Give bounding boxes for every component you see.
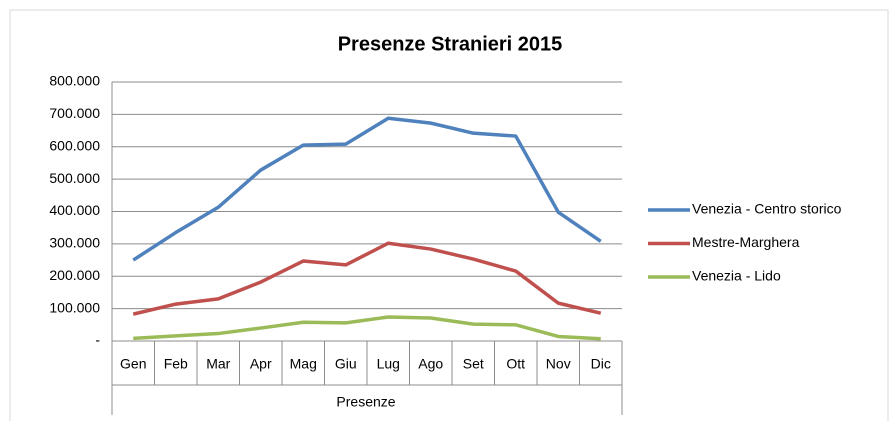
chart-frame <box>9 9 889 421</box>
y-tick-label: - <box>95 332 100 348</box>
y-tick-label: 100.000 <box>49 299 100 315</box>
y-tick-label: 700.000 <box>49 105 100 121</box>
y-tick-label: 600.000 <box>49 137 100 153</box>
x-tick-label: Mar <box>206 356 230 372</box>
x-tick-label: Gen <box>120 356 146 372</box>
x-tick-label: Set <box>463 356 484 372</box>
x-tick-label: Giu <box>335 356 357 372</box>
series-line <box>132 116 602 262</box>
chart-title: Presenze Stranieri 2015 <box>338 33 563 55</box>
y-tick-label: 200.000 <box>49 267 100 283</box>
x-tick-label: Dic <box>591 356 611 372</box>
series-line <box>132 241 602 316</box>
x-tick-label: Mag <box>290 356 317 372</box>
legend-label: Venezia - Centro storico <box>692 201 842 217</box>
legend-label: Venezia - Lido <box>692 268 781 284</box>
x-tick-label: Ott <box>506 356 525 372</box>
x-tick-label: Ago <box>418 356 443 372</box>
series-line <box>133 315 601 341</box>
y-tick-label: 300.000 <box>49 235 100 251</box>
y-tick-label: 800.000 <box>49 73 100 89</box>
x-tick-label: Feb <box>164 356 188 372</box>
x-tick-label: Lug <box>377 356 400 372</box>
x-tick-label: Nov <box>546 356 571 372</box>
y-tick-label: 400.000 <box>49 202 100 218</box>
x-tick-label: Apr <box>250 356 272 372</box>
legend-label: Mestre-Marghera <box>692 234 800 250</box>
y-tick-label: 500.000 <box>49 170 100 186</box>
x-axis-title: Presenze <box>336 394 395 410</box>
